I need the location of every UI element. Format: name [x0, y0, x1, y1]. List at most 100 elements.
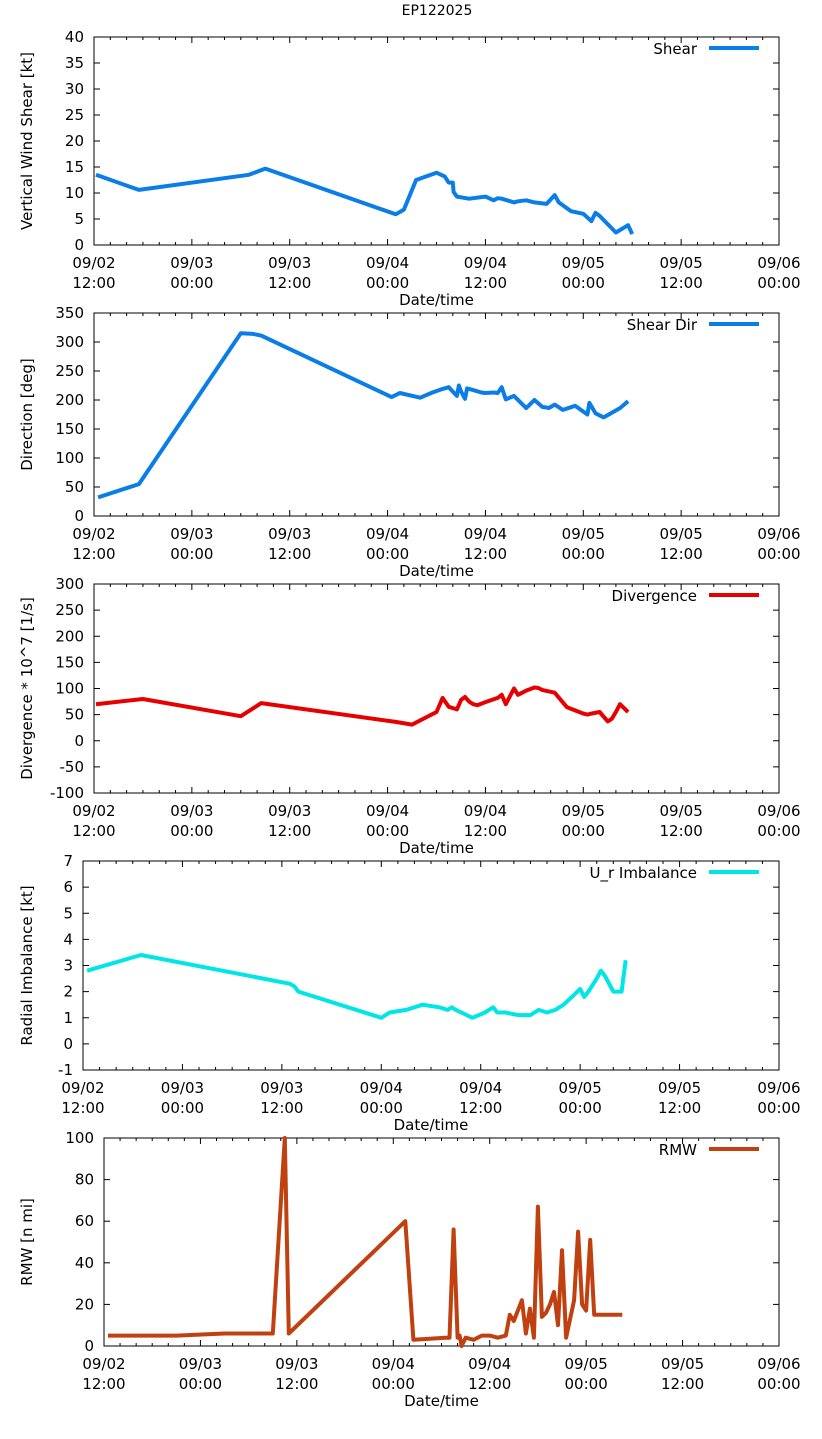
legend-label: Shear Dir	[627, 316, 698, 334]
x-tick-label: 12:00	[660, 274, 703, 292]
y-axis-label: RMW [n mi]	[18, 1198, 36, 1286]
y-tick-label: 150	[55, 420, 84, 438]
legend-label: Shear	[653, 40, 697, 58]
x-tick-label: 09/05	[660, 525, 703, 543]
x-tick-label: 00:00	[366, 822, 409, 840]
x-tick-label: 09/03	[275, 1355, 318, 1373]
x-tick-label: 09/02	[72, 254, 115, 272]
x-tick-label: 09/05	[658, 1079, 701, 1097]
x-tick-label: 09/03	[170, 802, 213, 820]
x-tick-label: 12:00	[268, 545, 311, 563]
y-tick-label: 10	[65, 184, 84, 202]
y-tick-label: 0	[74, 732, 84, 750]
x-tick-label: 09/06	[757, 802, 800, 820]
x-tick-label: 09/04	[464, 525, 507, 543]
x-tick-label: 09/06	[757, 254, 800, 272]
y-tick-label: 5	[74, 210, 84, 228]
x-tick-label: 09/02	[72, 802, 115, 820]
x-tick-label: 12:00	[72, 545, 115, 563]
y-tick-label: 50	[65, 478, 84, 496]
y-tick-label: 350	[55, 304, 84, 322]
y-tick-label: -100	[50, 784, 84, 802]
x-tick-label: 00:00	[366, 274, 409, 292]
x-tick-label: 09/04	[366, 802, 409, 820]
y-tick-label: 250	[55, 601, 84, 619]
panel-1: 0 5 10 15 20 25 30 35 40 09/02 12:00 09/03 00:00 09/0…	[18, 28, 801, 309]
x-tick-label: 12:00	[660, 822, 703, 840]
x-tick-label: 09/03	[268, 254, 311, 272]
x-tick-label: 12:00	[82, 1375, 125, 1393]
x-tick-label: 09/02	[61, 1079, 104, 1097]
x-axis-label: Date/time	[399, 839, 474, 857]
x-tick-label: 00:00	[559, 1099, 602, 1117]
x-tick-label: 12:00	[260, 1099, 303, 1117]
y-tick-label: 4	[63, 930, 73, 948]
y-tick-label: 20	[75, 1295, 94, 1313]
x-tick-label: 09/04	[372, 1355, 415, 1373]
series-line	[108, 1136, 623, 1348]
x-tick-label: 00:00	[757, 545, 800, 563]
y-tick-label: 250	[55, 362, 84, 380]
x-tick-label: 09/03	[260, 1079, 303, 1097]
x-tick-label: 00:00	[170, 274, 213, 292]
x-tick-label: 09/02	[82, 1355, 125, 1373]
y-axis-label: Divergence * 10^7 [1/s]	[18, 597, 36, 780]
y-axis-label: Radial Imbalance [kt]	[18, 885, 36, 1045]
y-tick-label: 0	[74, 507, 84, 525]
y-tick-label: 35	[65, 54, 84, 72]
x-tick-label: 09/04	[360, 1079, 403, 1097]
panel-3: -100 -50 0 50 100 150 200 250 300 09/02 12:00 09/03…	[18, 575, 801, 857]
y-tick-label: 60	[75, 1212, 94, 1230]
x-tick-label: 09/04	[464, 802, 507, 820]
x-tick-label: 09/05	[565, 1355, 608, 1373]
x-tick-label: 09/06	[757, 525, 800, 543]
x-tick-label: 00:00	[366, 545, 409, 563]
x-tick-label: 00:00	[170, 545, 213, 563]
x-tick-label: 09/04	[459, 1079, 502, 1097]
y-tick-label: 200	[55, 391, 84, 409]
x-tick-label: 09/05	[559, 1079, 602, 1097]
x-tick-label: 09/05	[562, 254, 605, 272]
y-axis-label: Direction [deg]	[18, 358, 36, 471]
x-tick-label: 00:00	[757, 822, 800, 840]
x-tick-label: 12:00	[268, 274, 311, 292]
x-tick-label: 09/02	[72, 525, 115, 543]
panel-2: 0 50 100 150 200 250 300 350 09/02 12:00 09/03 00:0…	[18, 304, 801, 580]
x-tick-label: 12:00	[268, 822, 311, 840]
y-tick-label: 6	[63, 878, 73, 896]
x-tick-label: 00:00	[161, 1099, 204, 1117]
x-axis-label: Date/time	[404, 1392, 479, 1410]
x-tick-label: 09/05	[660, 802, 703, 820]
y-tick-label: 100	[65, 1129, 94, 1147]
x-tick-label: 12:00	[72, 822, 115, 840]
x-tick-label: 12:00	[660, 545, 703, 563]
x-tick-label: 00:00	[562, 545, 605, 563]
legend-label: U_r Imbalance	[589, 864, 697, 883]
y-tick-label: 1	[63, 1009, 73, 1027]
x-axis-label: Date/time	[399, 291, 474, 309]
x-tick-label: 00:00	[757, 274, 800, 292]
legend-label: Divergence	[612, 587, 697, 605]
y-tick-label: 200	[55, 627, 84, 645]
x-tick-label: 00:00	[372, 1375, 415, 1393]
y-tick-label: 40	[75, 1254, 94, 1272]
x-tick-label: 09/03	[170, 525, 213, 543]
x-tick-label: 09/04	[366, 525, 409, 543]
panel-4: -1 0 1 2 3 4 5 6 7 09/02 12:00 09/03 00:00 09/03 12:00…	[18, 852, 801, 1134]
x-tick-label: 00:00	[562, 822, 605, 840]
x-tick-label: 12:00	[459, 1099, 502, 1117]
y-tick-label: 100	[55, 449, 84, 467]
y-tick-label: 40	[65, 28, 84, 46]
series-line	[97, 331, 630, 500]
x-tick-label: 12:00	[464, 822, 507, 840]
y-tick-label: 25	[65, 106, 84, 124]
x-tick-label: 00:00	[562, 274, 605, 292]
x-tick-label: 09/05	[562, 525, 605, 543]
x-tick-label: 09/05	[562, 802, 605, 820]
x-tick-label: 09/04	[464, 254, 507, 272]
y-tick-label: 0	[74, 236, 84, 254]
x-axis-label: Date/time	[399, 562, 474, 580]
y-tick-label: 3	[63, 957, 73, 975]
y-tick-label: 2	[63, 983, 73, 1001]
